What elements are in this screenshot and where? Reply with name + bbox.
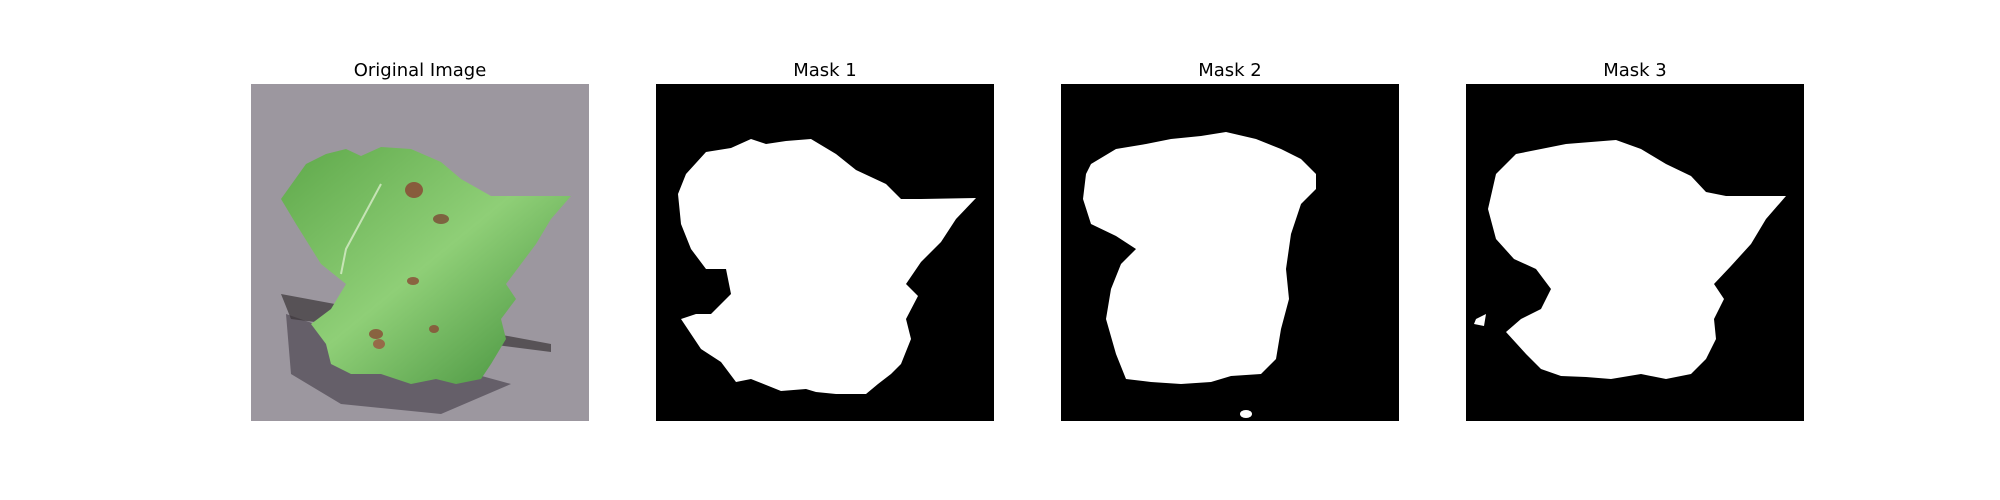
panel-title: Mask 3	[1603, 60, 1667, 81]
panel-mask-2: Mask 2	[1061, 58, 1399, 421]
mask-3-image	[1466, 84, 1804, 421]
panel-original: Original Image	[251, 58, 589, 421]
binary-mask	[656, 84, 994, 421]
panel-mask-1: Mask 1	[656, 58, 994, 421]
mask-region	[678, 139, 976, 394]
mask-2-image	[1061, 84, 1399, 421]
leaf-photo	[251, 84, 589, 421]
panel-title: Mask 1	[793, 60, 857, 81]
panel-title: Original Image	[353, 60, 487, 81]
panel-mask-3: Mask 3	[1466, 58, 1804, 421]
original-image	[251, 84, 589, 421]
panel-title: Mask 2	[1198, 60, 1262, 81]
leaf-shape	[281, 147, 571, 384]
mask-region	[1488, 140, 1786, 379]
binary-mask	[1466, 84, 1804, 421]
mask-region	[1083, 132, 1316, 384]
binary-mask	[1061, 84, 1399, 421]
mask-1-image	[656, 84, 994, 421]
